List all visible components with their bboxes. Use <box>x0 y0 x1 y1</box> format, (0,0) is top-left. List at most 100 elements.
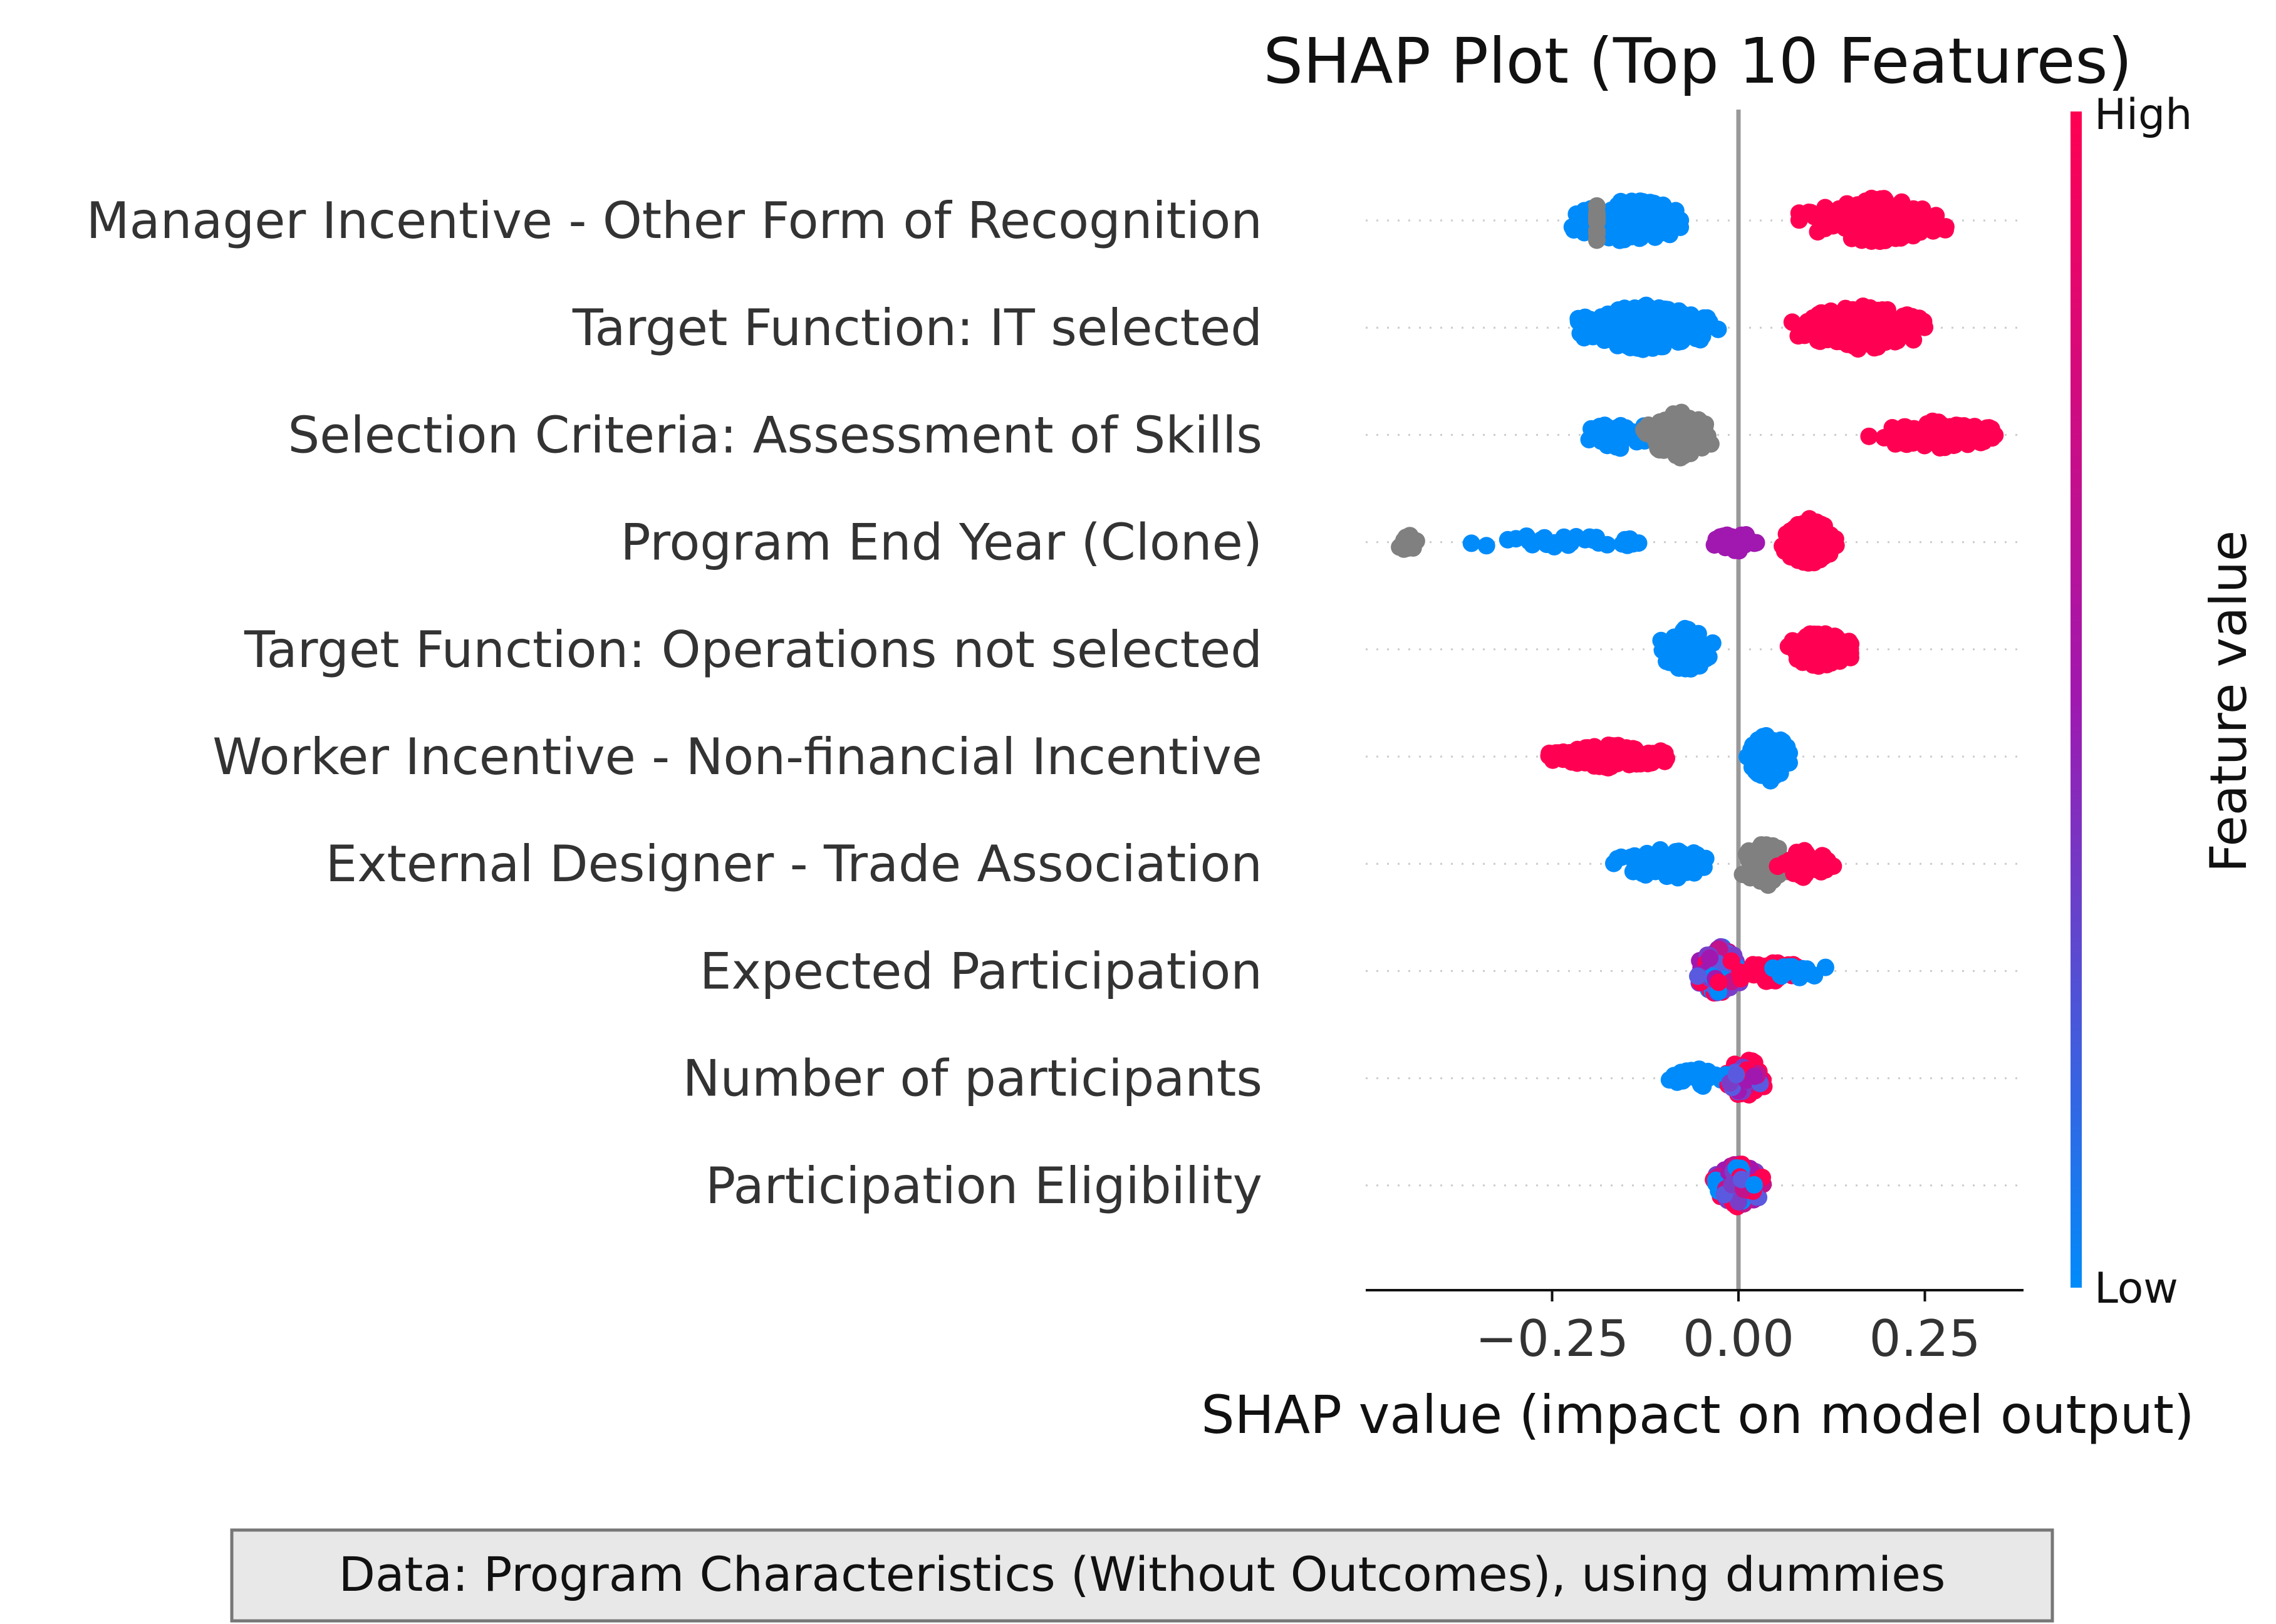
shap-point <box>1587 213 1606 231</box>
shap-point <box>1901 426 1920 444</box>
shap-point <box>1693 1067 1711 1085</box>
shap-point <box>1549 744 1567 762</box>
feature-label: Participation Eligibility <box>705 1157 1262 1215</box>
shap-point <box>1822 654 1841 672</box>
shap-point <box>1757 836 1775 854</box>
colorbar-low-label: Low <box>2094 1264 2178 1313</box>
shap-point <box>1580 430 1598 448</box>
shap-point <box>1616 325 1634 343</box>
shap-point <box>1696 643 1714 661</box>
shap-point <box>1700 313 1718 331</box>
shap-point <box>1923 412 1941 430</box>
x-axis-label: SHAP value (impact on model output) <box>1201 1384 2194 1446</box>
feature-label: Selection Criteria: Assessment of Skills <box>288 406 1262 464</box>
x-tick-label: 0.00 <box>1683 1310 1794 1368</box>
shap-point <box>1811 517 1828 535</box>
shap-point <box>1951 423 1969 441</box>
shap-point <box>1856 219 1874 237</box>
shap-point <box>1790 861 1808 879</box>
feature-label: Target Function: Operations not selected <box>244 621 1262 679</box>
feature-label: Expected Participation <box>700 942 1262 1000</box>
row-gridlines <box>1366 219 2017 1187</box>
shap-point <box>1710 973 1728 991</box>
shap-point <box>1771 764 1789 782</box>
shap-point <box>1827 537 1845 554</box>
colorbar <box>2071 111 2082 1288</box>
shap-point <box>1660 328 1678 346</box>
caption-text: Data: Program Characteristics (Without O… <box>338 1546 1945 1602</box>
shap-point <box>1913 211 1931 229</box>
shap-point <box>1638 852 1656 870</box>
feature-label: Worker Incentive - Non-financial Incenti… <box>212 728 1262 786</box>
shap-point <box>1797 844 1815 862</box>
shap-point <box>1887 229 1904 247</box>
shap-point <box>1631 218 1650 236</box>
x-tick-label: −0.25 <box>1475 1310 1629 1368</box>
shap-point <box>1701 949 1719 967</box>
shap-point <box>1639 755 1657 773</box>
shap-point <box>1655 862 1673 881</box>
shap-point <box>1693 851 1711 869</box>
shap-point <box>1668 1073 1686 1091</box>
shap-point <box>1873 301 1891 319</box>
shap-point <box>1654 216 1672 234</box>
shap-point <box>1888 332 1906 349</box>
shap-point <box>1759 875 1777 893</box>
shap-point <box>1935 438 1953 455</box>
shap-point <box>1756 733 1774 752</box>
shap-point <box>1675 424 1693 442</box>
shap-point <box>1608 202 1626 220</box>
shap-point <box>1477 537 1495 555</box>
shap-point <box>1627 300 1645 318</box>
feature-label: Target Function: IT selected <box>572 299 1262 357</box>
shap-point <box>1693 430 1712 448</box>
feature-labels: Manager Incentive - Other Form of Recogn… <box>86 192 1262 1215</box>
shap-point <box>1745 1067 1764 1085</box>
shap-point <box>1727 1065 1745 1084</box>
x-axis-ticks: −0.25 0.00 0.25 <box>1475 1290 1981 1368</box>
shap-point <box>1395 534 1413 552</box>
feature-label: Manager Incentive - Other Form of Recogn… <box>86 192 1262 250</box>
shap-point <box>1902 326 1920 344</box>
shap-point <box>1737 526 1755 544</box>
shap-point <box>1670 659 1688 677</box>
shap-point <box>1747 959 1765 978</box>
shap-point <box>1507 530 1525 548</box>
shap-point <box>1611 439 1629 457</box>
shap-point <box>1673 849 1691 867</box>
shap-point <box>1726 541 1744 559</box>
shap-point <box>1924 222 1942 240</box>
shap-point <box>1772 967 1790 985</box>
shap-point <box>1806 860 1824 878</box>
colorbar-high-label: High <box>2094 90 2192 140</box>
feature-label: External Designer - Trade Association <box>326 835 1262 893</box>
shap-point <box>1789 634 1807 652</box>
shap-point <box>1875 428 1893 447</box>
shap-point <box>1589 534 1608 552</box>
shap-point <box>1798 960 1816 978</box>
shap-point <box>1667 447 1685 464</box>
shap-point <box>1860 427 1878 445</box>
shap-point <box>1790 525 1809 544</box>
shap-point <box>1647 305 1665 323</box>
shap-point <box>1584 323 1603 341</box>
shap-point <box>1608 850 1626 868</box>
shap-point <box>1790 204 1808 222</box>
shap-point <box>1690 412 1708 430</box>
colorbar-label: Feature value <box>2200 530 2258 872</box>
shap-point <box>1619 423 1638 442</box>
shap-point <box>1841 649 1859 666</box>
shap-point <box>1571 324 1589 343</box>
shap-point <box>1792 540 1810 558</box>
x-tick-label: 0.25 <box>1869 1310 1980 1368</box>
caption-box <box>230 1528 2054 1623</box>
shap-point <box>1651 441 1668 459</box>
shap-point <box>1877 320 1895 338</box>
shap-point <box>1673 314 1691 332</box>
shap-point <box>1624 535 1642 553</box>
shap-point <box>1670 218 1688 236</box>
shap-point <box>1567 205 1586 223</box>
shap-point <box>1748 759 1766 777</box>
shap-point <box>1663 412 1681 430</box>
